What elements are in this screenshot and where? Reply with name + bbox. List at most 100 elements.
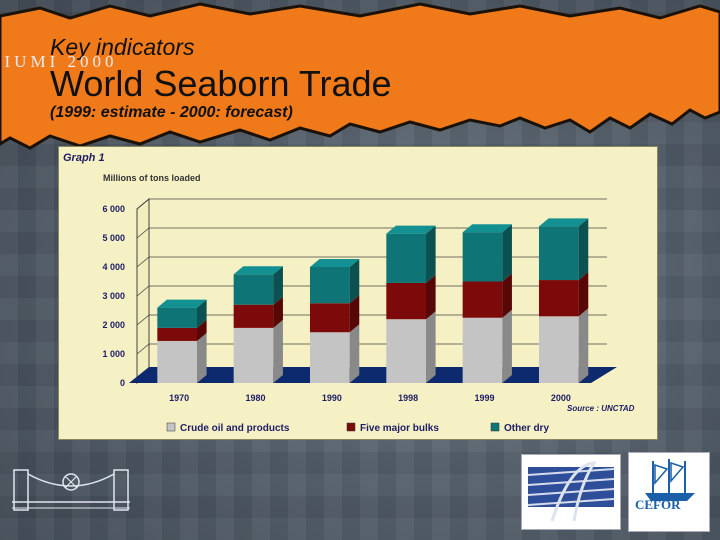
legend-label: Five major bulks	[360, 423, 439, 434]
x-tick-label: 1998	[398, 393, 418, 403]
x-tick-label: 1980	[245, 393, 265, 403]
bar-front	[157, 327, 198, 341]
bar-front	[386, 282, 427, 320]
header-banner	[0, 2, 720, 150]
bar-segment	[309, 324, 360, 383]
bar-front	[157, 307, 198, 328]
x-tick-label: 1970	[169, 393, 189, 403]
bar-side	[197, 332, 207, 383]
bar-segment	[157, 319, 207, 341]
bar-segment	[386, 311, 436, 383]
y-tick-label: 3 000	[102, 291, 125, 301]
bar-segment	[538, 272, 589, 317]
bar-front	[462, 232, 503, 282]
chart-title: Graph 1	[63, 152, 105, 164]
bar-segment	[538, 218, 589, 281]
bar-front	[538, 316, 579, 383]
legend-swatch	[346, 422, 356, 432]
y-tick-label: 4 000	[102, 262, 125, 272]
bar-top	[309, 259, 360, 267]
bar-side	[426, 274, 436, 320]
bar-segment	[233, 319, 283, 383]
bar-segment	[462, 224, 512, 282]
gridline-diagonal	[136, 256, 150, 268]
legend: Crude oil and products Five major bulks Ot…	[166, 422, 549, 434]
gridline-diagonal	[136, 227, 150, 239]
y-tick-label: 0	[120, 378, 125, 388]
kicker-text: Key indicators	[50, 34, 195, 60]
bar-side	[273, 266, 283, 305]
bar-side	[578, 218, 589, 281]
bar-top	[538, 218, 589, 227]
bar-front	[462, 281, 503, 318]
bar-side	[502, 224, 512, 282]
bar-side	[349, 295, 360, 333]
chart-panel: Graph 1 Millions of tons loaded Source :…	[58, 146, 658, 440]
bar-segment	[309, 295, 360, 333]
gridline-diagonal	[136, 198, 150, 210]
legend-label: Other dry	[504, 423, 549, 434]
gridline-diagonal	[136, 343, 150, 355]
page-title: World Seaborn Trade	[50, 63, 392, 104]
bar-segment	[157, 332, 207, 383]
logo-left-text: IUMI 2000	[4, 52, 118, 71]
bar-segment	[462, 309, 512, 383]
y-tick-label: 6 000	[102, 204, 125, 214]
bar-segment	[233, 296, 283, 328]
bar-side	[502, 309, 512, 383]
bar-side	[426, 225, 436, 283]
bar-front	[309, 267, 350, 304]
bar-front	[233, 327, 274, 383]
bar-segment	[386, 225, 436, 283]
bar-front	[157, 340, 198, 383]
iumi-bridge-logo	[12, 469, 130, 511]
bar-front	[538, 280, 579, 317]
bar-segment	[157, 299, 207, 328]
bar-side	[273, 319, 283, 383]
bar-side	[197, 319, 207, 341]
bar-side	[578, 308, 589, 383]
bar-front	[386, 233, 427, 283]
bar-stacks	[157, 218, 589, 383]
bar-side	[349, 324, 360, 383]
legend-swatch	[490, 422, 500, 432]
logo-right-text: CEFOR	[635, 497, 681, 512]
y-tick-label: 1 000	[102, 349, 125, 359]
x-tick-label: 1999	[474, 393, 494, 403]
bar-side	[502, 273, 512, 318]
bar-side	[273, 296, 283, 328]
bar-front	[386, 319, 427, 383]
y-tick-label: 5 000	[102, 233, 125, 243]
bar-top	[157, 299, 207, 308]
bar-side	[426, 311, 436, 383]
gridline-diagonal	[136, 285, 150, 297]
gridlines	[136, 197, 607, 385]
bar-front	[233, 304, 274, 328]
cefor-logo: CEFOR	[628, 452, 710, 532]
bar-side	[578, 272, 589, 317]
bar-front	[538, 226, 579, 281]
x-tick-label: 2000	[551, 393, 571, 403]
bar-top	[386, 225, 436, 234]
bar-top	[462, 224, 512, 233]
bar-front	[233, 274, 274, 305]
bar-front	[309, 303, 350, 333]
bar-front	[462, 317, 503, 383]
association-logo	[521, 454, 621, 530]
y-axis-label: Millions of tons loaded	[103, 173, 201, 183]
bar-segment	[233, 266, 283, 305]
bar-top	[233, 266, 283, 275]
bar-side	[197, 299, 207, 328]
gridline-diagonal	[136, 314, 150, 326]
bar-segment	[462, 273, 512, 318]
bar-segment	[538, 308, 589, 383]
x-tick-label: 1990	[322, 393, 342, 403]
y-tick-labels: 0 1 000 2 000 3 000 4 000 5 000 6 000	[102, 204, 125, 388]
bar-segment	[309, 259, 360, 304]
bar-side	[349, 259, 360, 304]
bar-front	[309, 332, 350, 383]
bar-segment	[386, 274, 436, 320]
seaborn-trade-chart: Graph 1 Millions of tons loaded Source :…	[63, 152, 635, 434]
legend-label: Crude oil and products	[180, 423, 290, 434]
x-tick-labels: 1970 1980 1990 1998 1999 2000	[169, 393, 571, 403]
